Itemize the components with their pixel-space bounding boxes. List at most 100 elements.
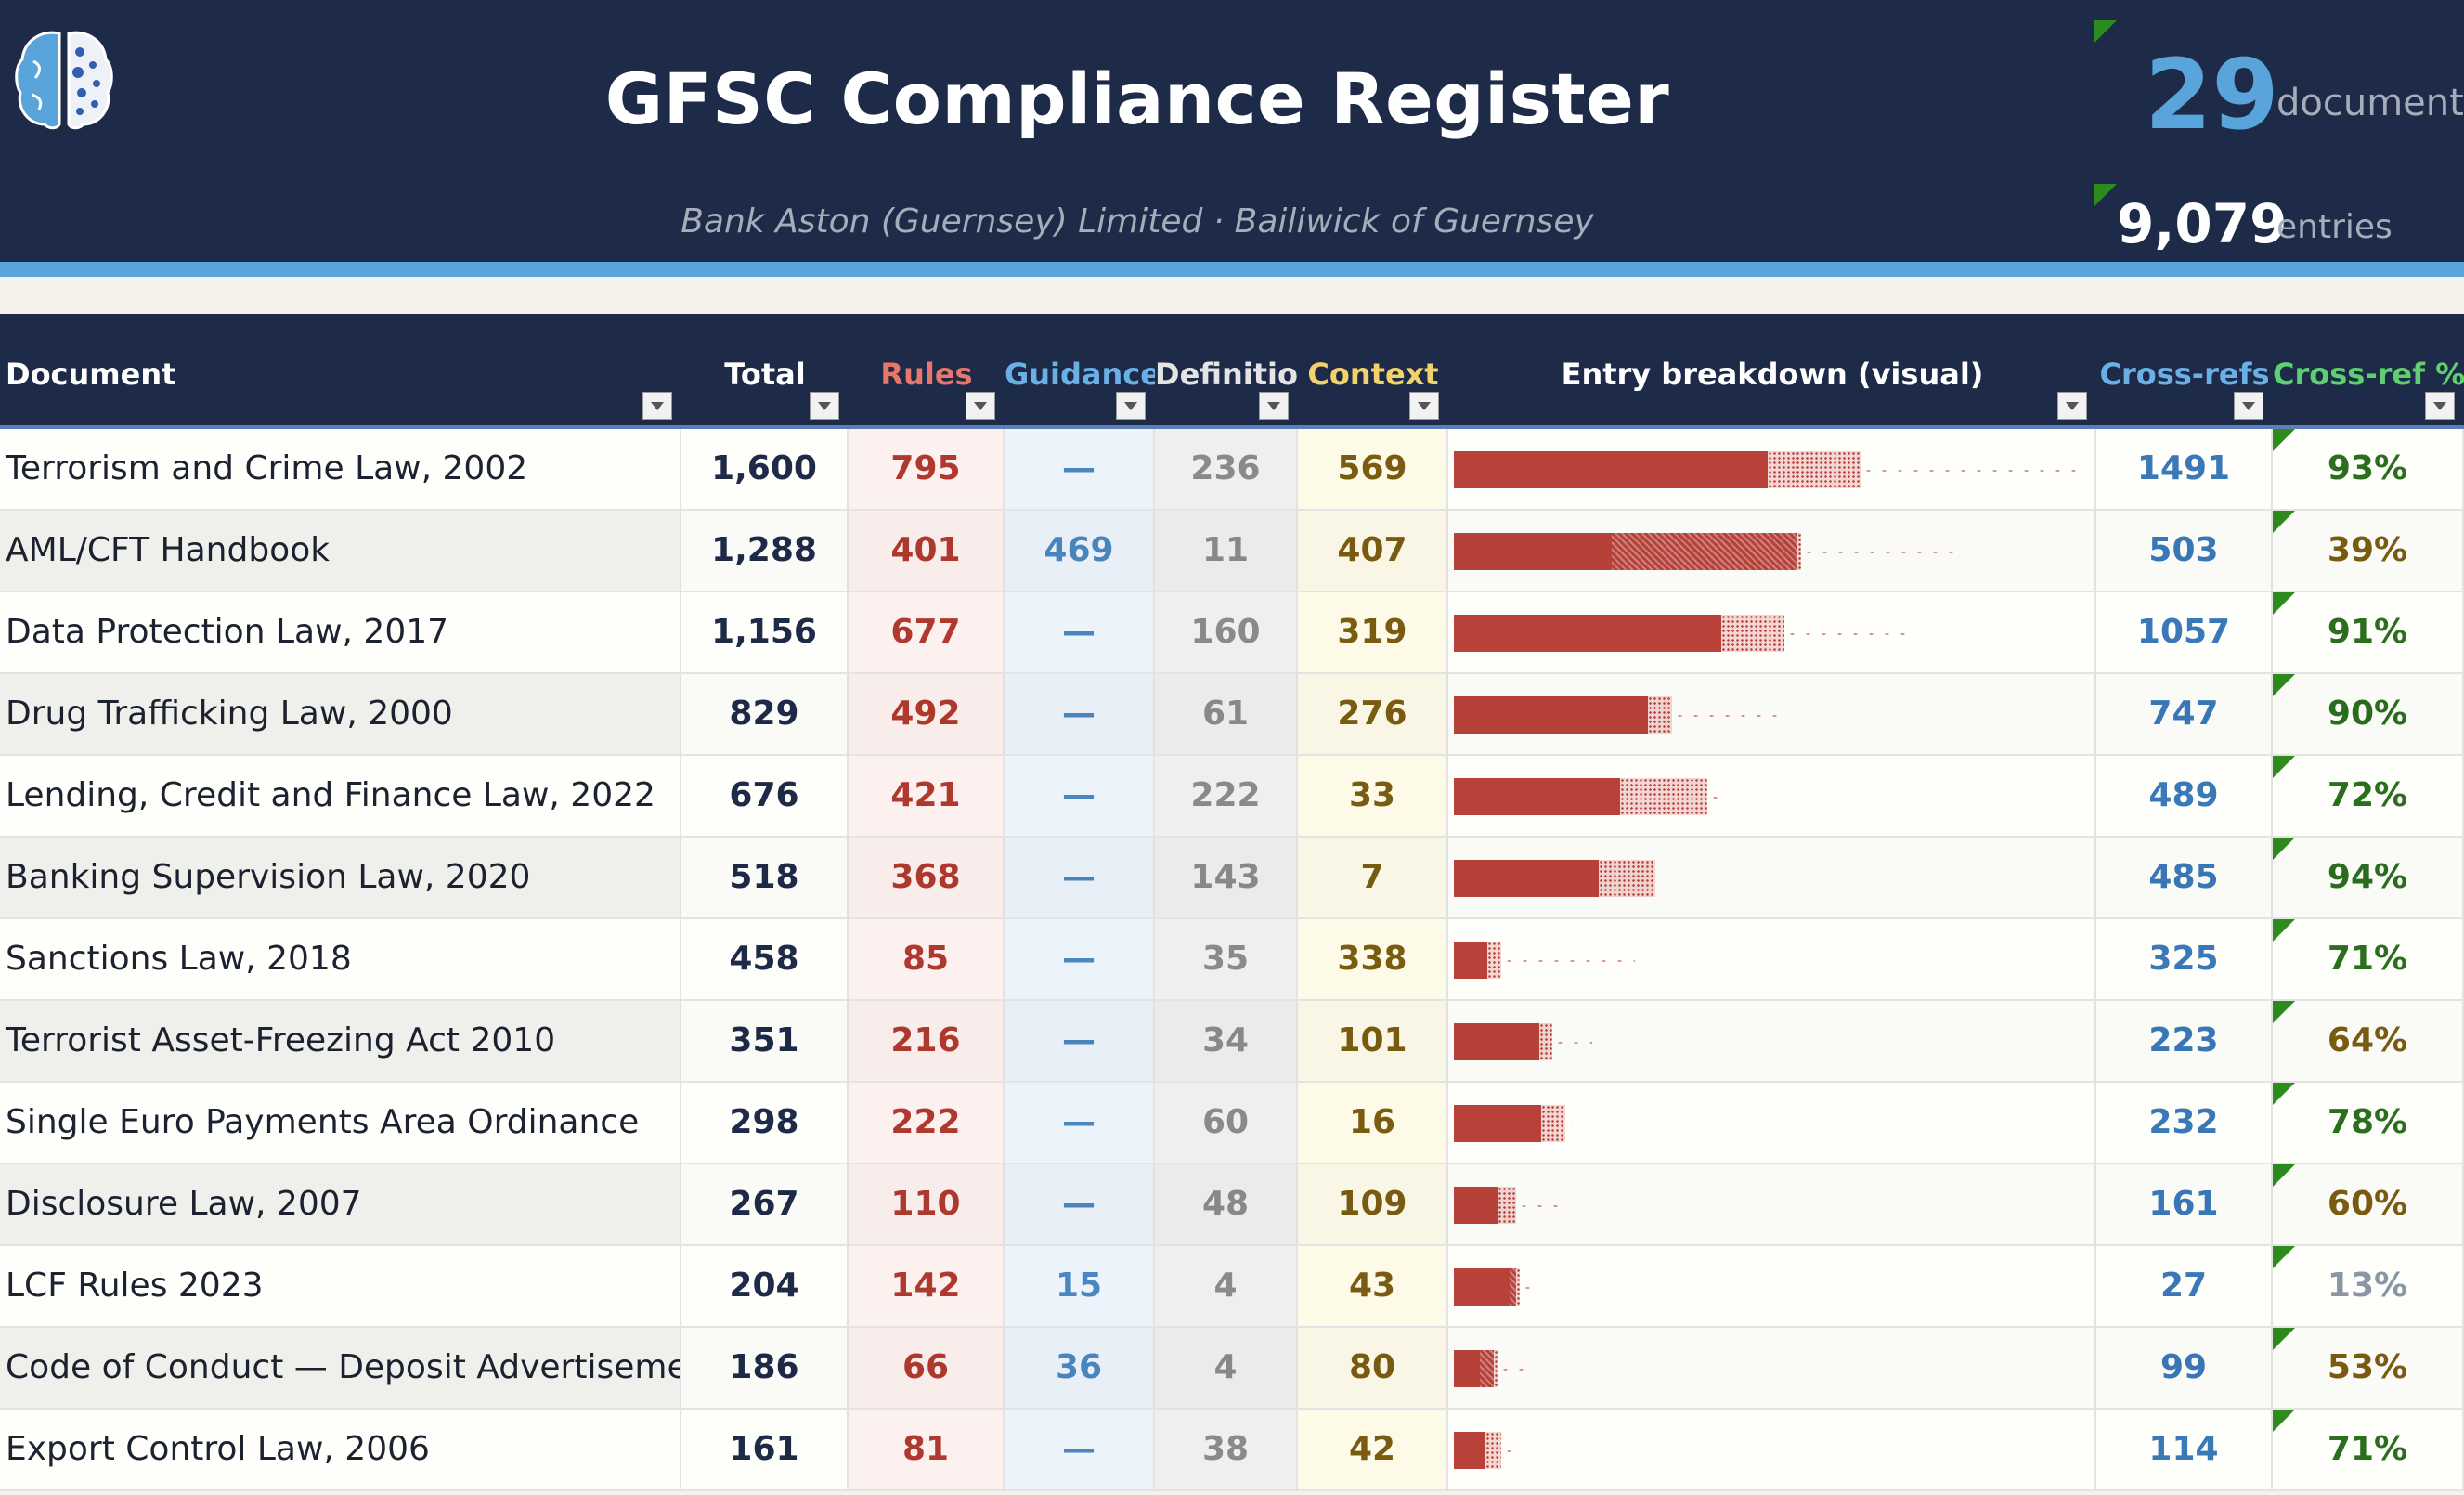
column-header-crossrefs[interactable]: Cross-refs [2096, 314, 2273, 425]
filter-dropdown-icon[interactable] [2425, 392, 2455, 420]
cell-crossrefs: 223 [2096, 1001, 2273, 1081]
cell-context: 80 [1298, 1328, 1448, 1408]
cell-guidance: — [1005, 429, 1155, 509]
cell-document[interactable]: Lending, Credit and Finance Law, 2022 [0, 756, 681, 836]
cell-crossrefs: 489 [2096, 756, 2273, 836]
bar-segment-rules [1454, 1187, 1498, 1224]
filter-dropdown-icon[interactable] [2234, 392, 2263, 420]
bar-segment-guidance [1510, 1268, 1516, 1306]
cell-context: 319 [1298, 592, 1448, 672]
comment-flag-icon[interactable] [2273, 1246, 2295, 1268]
cell-document[interactable]: Single Euro Payments Area Ordinance [0, 1083, 681, 1163]
entries-count: 9,079 [2117, 192, 2288, 255]
column-header-label: Total [724, 357, 806, 392]
filter-dropdown-icon[interactable] [1259, 392, 1289, 420]
cell-guidance: — [1005, 1001, 1155, 1081]
table-row[interactable]: Terrorism and Crime Law, 2002 1,600 795—23… [0, 429, 2464, 511]
cell-crossrefs: 99 [2096, 1328, 2273, 1408]
comment-flag-icon[interactable] [2094, 20, 2117, 43]
table-row[interactable]: Terrorist Asset-Freezing Act 2010 351 216—… [0, 1001, 2464, 1083]
cell-document[interactable]: Terrorism and Crime Law, 2002 [0, 429, 681, 509]
cell-rules: 401 [849, 511, 1005, 591]
table-row[interactable]: Code of Conduct — Deposit Advertisements… [0, 1328, 2464, 1410]
cell-definitions: 34 [1155, 1001, 1298, 1081]
cell-guidance: 15 [1005, 1246, 1155, 1326]
bar-segment-context [1519, 1285, 1537, 1291]
cell-context: 16 [1298, 1083, 1448, 1163]
table-row[interactable]: Single Euro Payments Area Ordinance 298 22… [0, 1083, 2464, 1164]
table-row[interactable]: Sanctions Law, 2018 458 85—35 338 325 71% [0, 919, 2464, 1001]
bar-segment-rules [1454, 778, 1620, 815]
table-row[interactable]: Data Protection Law, 2017 1,156 677—160 319… [0, 592, 2464, 674]
cell-visual [1448, 1246, 2096, 1326]
filter-dropdown-icon[interactable] [1409, 392, 1439, 420]
column-header-definitions[interactable]: Definitions [1155, 314, 1298, 425]
cell-document[interactable]: Drug Trafficking Law, 2000 [0, 674, 681, 754]
column-header-total[interactable]: Total [681, 314, 849, 425]
cell-document[interactable]: Banking Supervision Law, 2020 [0, 838, 681, 917]
column-header-document[interactable]: Document [0, 314, 681, 425]
cell-rules: 492 [849, 674, 1005, 754]
cell-context: 338 [1298, 919, 1448, 999]
bar-segment-definitions [1515, 1268, 1520, 1306]
cell-document[interactable]: Disclosure Law, 2007 [0, 1164, 681, 1244]
comment-flag-icon[interactable] [2273, 838, 2295, 860]
cell-document[interactable]: LCF Rules 2023 [0, 1246, 681, 1326]
cell-context: 42 [1298, 1410, 1448, 1489]
cell-document[interactable]: AML/CFT Handbook [0, 511, 681, 591]
table-row[interactable]: Lending, Credit and Finance Law, 2022 676… [0, 756, 2464, 838]
comment-flag-icon[interactable] [2273, 592, 2295, 615]
comment-flag-icon[interactable] [2273, 674, 2295, 696]
comment-flag-icon[interactable] [2273, 756, 2295, 778]
comment-flag-icon[interactable] [2273, 919, 2295, 942]
filter-dropdown-icon[interactable] [2057, 392, 2087, 420]
cell-context: 33 [1298, 756, 1448, 836]
cell-visual [1448, 1328, 2096, 1408]
filter-dropdown-icon[interactable] [810, 392, 839, 420]
cell-definitions: 160 [1155, 592, 1298, 672]
comment-flag-icon[interactable] [2273, 1328, 2295, 1350]
column-header-label: Definitions [1155, 357, 1298, 392]
cell-document[interactable]: Terrorist Asset-Freezing Act 2010 [0, 1001, 681, 1081]
bar-segment-definitions [1538, 1023, 1553, 1060]
documents-label: documents [2276, 82, 2464, 124]
cell-rules: 66 [849, 1328, 1005, 1408]
comment-flag-icon[interactable] [2273, 1083, 2295, 1105]
table-header: Document Total Rules GuidanceDefinitions Con… [0, 314, 2464, 429]
comment-flag-icon[interactable] [2273, 1001, 2295, 1023]
cell-context: 109 [1298, 1164, 1448, 1244]
cell-guidance: 469 [1005, 511, 1155, 591]
filter-dropdown-icon[interactable] [642, 392, 672, 420]
cell-document[interactable]: Export Control Law, 2006 [0, 1410, 681, 1489]
table-row[interactable]: AML/CFT Handbook 1,288 401 469 11 407 503 39% [0, 511, 2464, 592]
column-header-visual[interactable]: Entry breakdown (visual) [1448, 314, 2096, 425]
table-row[interactable]: Disclosure Law, 2007 267 110—48 109 161 60% [0, 1164, 2464, 1246]
cell-document[interactable]: Sanctions Law, 2018 [0, 919, 681, 999]
cell-definitions: 4 [1155, 1246, 1298, 1326]
comment-flag-icon[interactable] [2273, 429, 2295, 451]
cell-document[interactable]: Data Protection Law, 2017 [0, 592, 681, 672]
filter-dropdown-icon[interactable] [1116, 392, 1146, 420]
bar-segment-rules [1454, 451, 1768, 488]
bar-segment-definitions [1796, 533, 1802, 570]
documents-count: 29 [2145, 38, 2279, 151]
filter-dropdown-icon[interactable] [966, 392, 995, 420]
cell-rules: 110 [849, 1164, 1005, 1244]
column-header-context[interactable]: Context [1298, 314, 1448, 425]
table-row[interactable]: Banking Supervision Law, 2020 518 368—143 7… [0, 838, 2464, 919]
comment-flag-icon[interactable] [2273, 511, 2295, 533]
column-header-crossref_pct[interactable]: Cross-ref % [2273, 314, 2464, 425]
table-row[interactable]: Export Control Law, 2006 161 81—38 42 114 71% [0, 1410, 2464, 1491]
table-row[interactable]: LCF Rules 2023 204 142 15 4 43 27 13% [0, 1246, 2464, 1328]
cell-rules: 142 [849, 1246, 1005, 1326]
cell-definitions: 60 [1155, 1083, 1298, 1163]
comment-flag-icon[interactable] [2273, 1410, 2295, 1432]
bar-segment-rules [1454, 1023, 1539, 1060]
comment-flag-icon[interactable] [2094, 184, 2117, 206]
comment-flag-icon[interactable] [2273, 1164, 2295, 1187]
cell-crossref_pct: 90% [2273, 674, 2464, 754]
table-row[interactable]: Drug Trafficking Law, 2000 829 492—61 276 74… [0, 674, 2464, 756]
cell-document[interactable]: Code of Conduct — Deposit Advertisements [0, 1328, 681, 1408]
column-header-guidance[interactable]: Guidance [1005, 314, 1155, 425]
column-header-rules[interactable]: Rules [849, 314, 1005, 425]
